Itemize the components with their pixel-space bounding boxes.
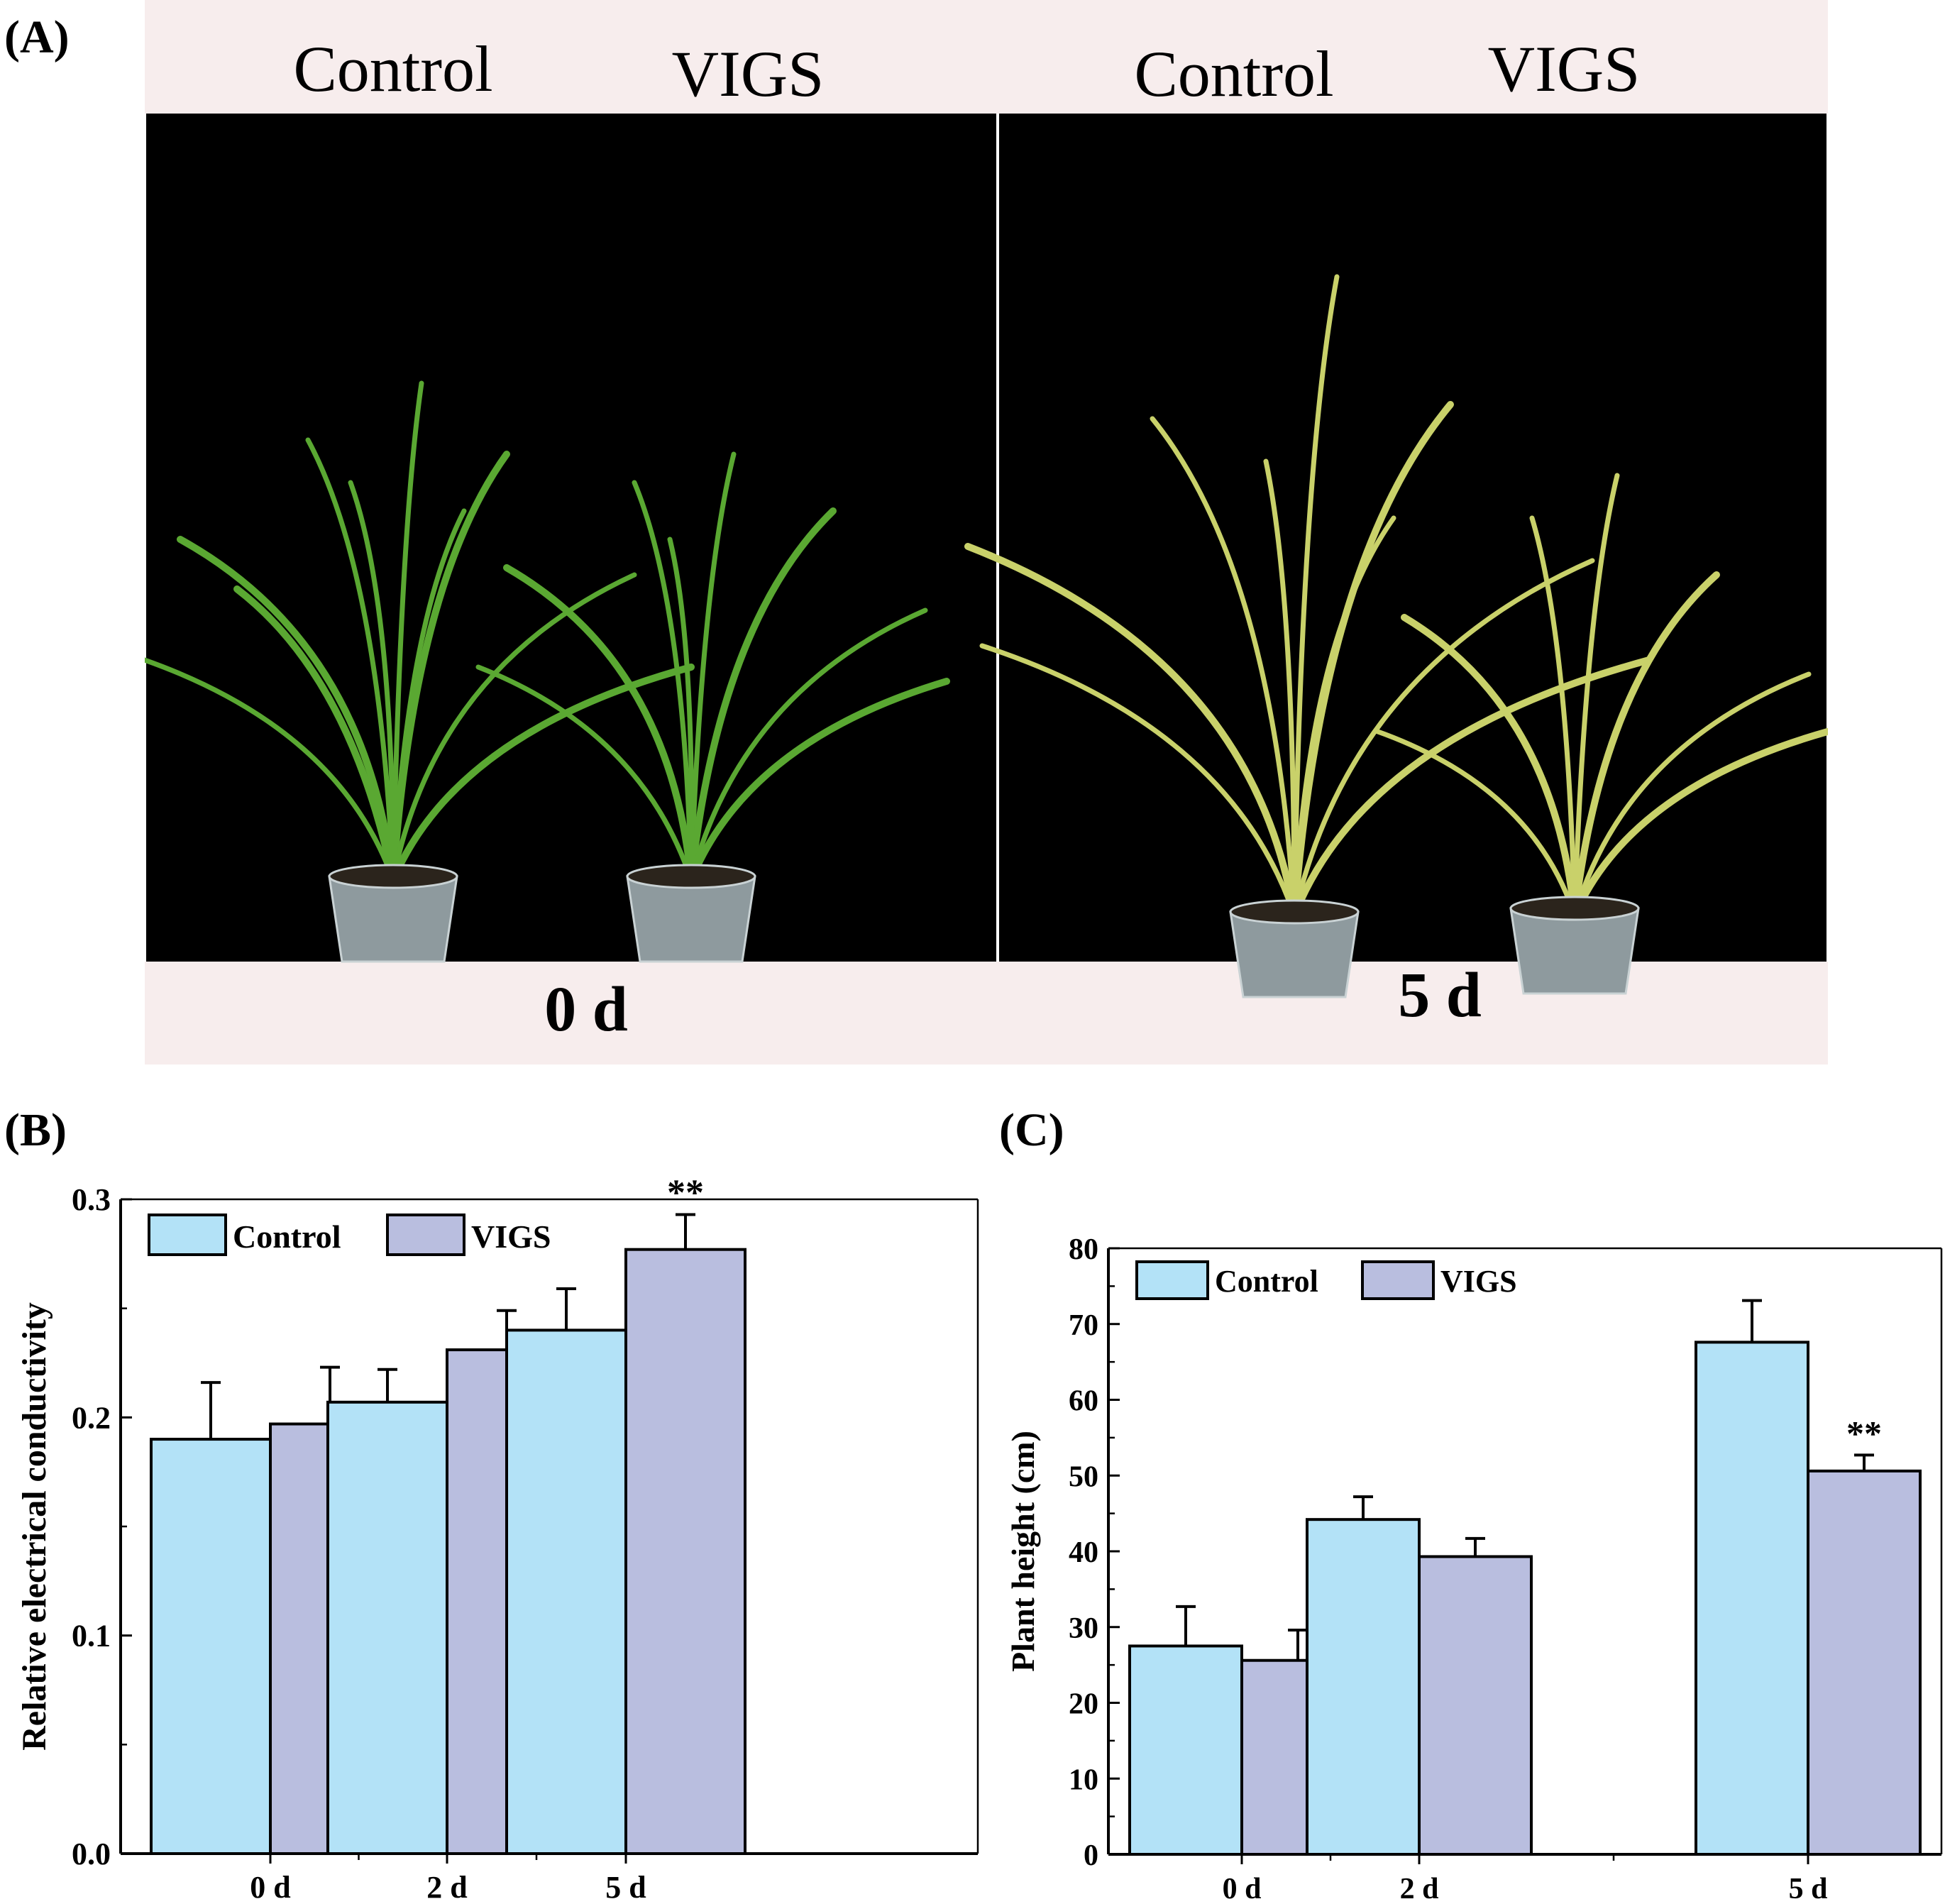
- c-bar-control-5d: [1695, 1341, 1809, 1856]
- b-bar-vigs-5d: [624, 1248, 746, 1856]
- c-y-tick-label: 20: [1069, 1688, 1098, 1721]
- c-bar-vigs-5d: [1807, 1469, 1922, 1856]
- photo-header-band: [145, 0, 1828, 114]
- b-bar-control-5d: [505, 1328, 627, 1855]
- panel-label-a: (A): [4, 11, 70, 63]
- pot-control-0d: [328, 864, 458, 963]
- c-y-tick-label: 60: [1069, 1385, 1098, 1418]
- c-legend-label-vigs: VIGS: [1440, 1264, 1517, 1299]
- chart-b-electrical-conductivity: 0.0 0.1 0.2 0.3 0 d 2 d 5 d ** Control VIGS Re…: [16, 1173, 979, 1904]
- c-y-tick-label: 40: [1069, 1536, 1098, 1569]
- pot-vigs-0d: [626, 864, 756, 963]
- b-y-tick-label: 0.3: [72, 1182, 111, 1217]
- c-y-tick-label: 30: [1069, 1612, 1098, 1645]
- chart-c-plant-height: 0 10 20 30 40 50 60 70 80 0 d 2 d 5 d ** Control VI…: [1005, 1233, 1943, 1904]
- c-legend-swatch-vigs: [1361, 1260, 1435, 1300]
- plant-photo-panel: Control VIGS Control VIGS 0 d 5 d: [145, 0, 1828, 1064]
- plant-illustrations: [145, 274, 1828, 998]
- c-bar-vigs-2d: [1418, 1555, 1533, 1856]
- photo-right-dark: [999, 114, 1826, 962]
- b-legend-label-control: Control: [233, 1218, 341, 1255]
- photo-right-control-label: Control: [1134, 38, 1333, 110]
- plant-vigs-5d: [1373, 473, 1828, 919]
- c-bar-control-2d: [1306, 1518, 1421, 1856]
- photo-right-day-label: 5 d: [1398, 960, 1482, 1030]
- b-y-tick-label: 0.2: [72, 1400, 111, 1435]
- b-x-tick-label: 2 d: [426, 1870, 467, 1904]
- chart-b-legend: Control VIGS: [148, 1214, 551, 1256]
- b-legend-label-vigs: VIGS: [471, 1218, 551, 1255]
- panel-label-c: (C): [999, 1104, 1064, 1156]
- b-y-tick-label: 0.0: [72, 1837, 111, 1871]
- b-y-tick-label: 0.1: [72, 1619, 111, 1653]
- b-x-tick-label: 0 d: [250, 1870, 290, 1904]
- chart-c-y-axis-label: Plant height (cm): [1005, 1431, 1041, 1672]
- photo-left-vigs-label: VIGS: [672, 38, 825, 110]
- c-y-tick-label: 70: [1069, 1309, 1098, 1342]
- photo-right-vigs-label: VIGS: [1488, 33, 1641, 105]
- plant-control-5d: [964, 274, 1653, 919]
- photo-left-day-label: 0 d: [544, 974, 628, 1045]
- c-legend-swatch-control: [1135, 1260, 1209, 1300]
- c-y-tick-label: 10: [1069, 1763, 1098, 1796]
- chart-c-legend: Control VIGS: [1135, 1260, 1517, 1300]
- photo-left-control-label: Control: [293, 33, 492, 105]
- c-y-tick-label: 0: [1084, 1839, 1098, 1872]
- c-y-tick-label: 80: [1069, 1233, 1098, 1266]
- b-significance-marker: **: [667, 1173, 704, 1214]
- b-x-tick-label: 5 d: [605, 1870, 646, 1904]
- photo-left-dark: [146, 114, 996, 962]
- b-bar-control-0d: [150, 1438, 272, 1856]
- pot-vigs-5d: [1509, 896, 1640, 995]
- c-significance-marker: **: [1846, 1413, 1882, 1453]
- pot-control-5d: [1229, 899, 1360, 998]
- b-legend-swatch-vigs: [386, 1214, 465, 1256]
- c-legend-label-control: Control: [1215, 1264, 1318, 1299]
- c-y-tick-label: 50: [1069, 1460, 1098, 1493]
- plant-vigs-0d: [475, 451, 950, 884]
- b-bar-control-2d: [326, 1400, 448, 1855]
- b-legend-swatch-control: [148, 1214, 227, 1256]
- c-bar-control-0d: [1128, 1644, 1243, 1856]
- c-x-tick-label: 5 d: [1789, 1873, 1828, 1904]
- c-x-tick-label: 2 d: [1400, 1873, 1439, 1904]
- chart-b-y-axis-label: Relative electrical conductivity: [16, 1302, 53, 1751]
- c-x-tick-label: 0 d: [1223, 1873, 1262, 1904]
- panel-label-b: (B): [4, 1104, 67, 1156]
